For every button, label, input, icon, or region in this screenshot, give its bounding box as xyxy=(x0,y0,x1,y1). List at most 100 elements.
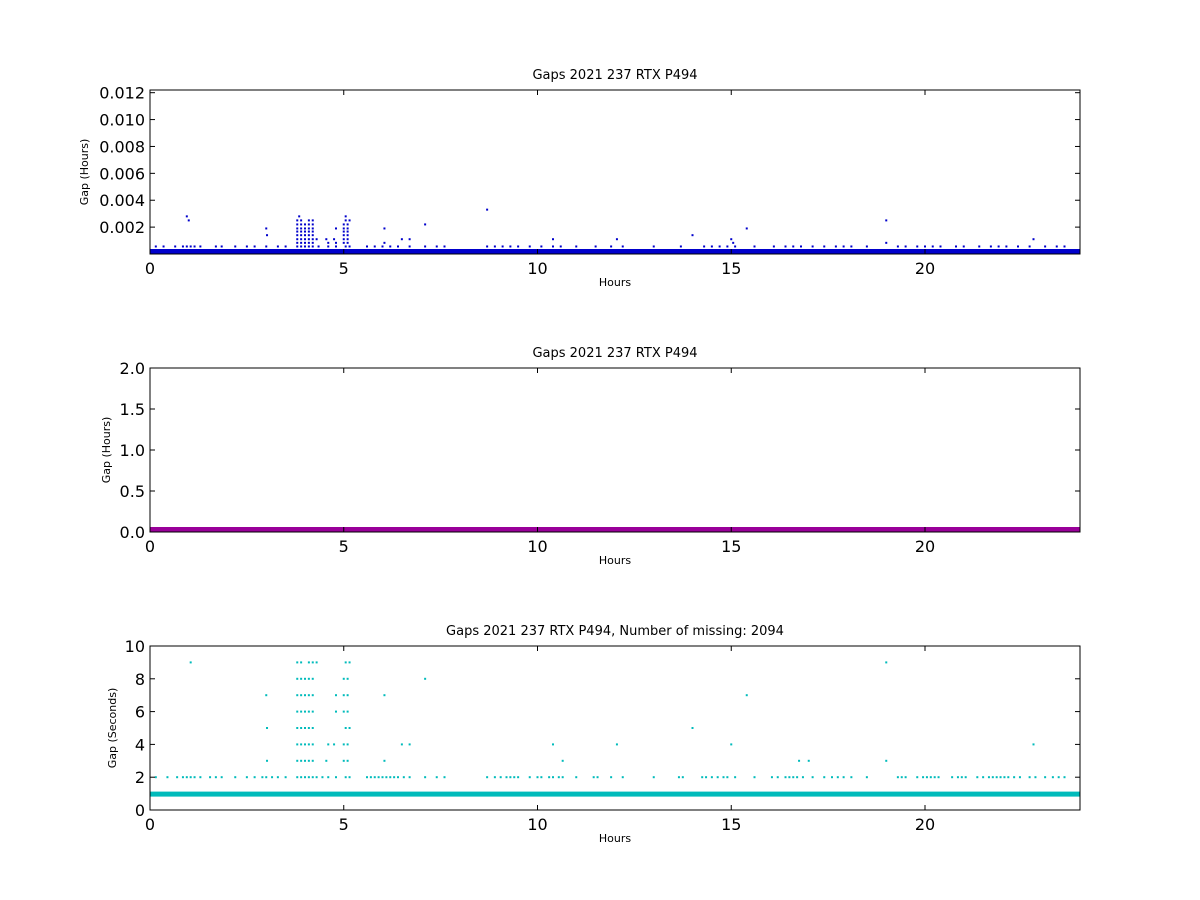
data-point xyxy=(710,245,713,248)
data-point xyxy=(300,661,303,664)
data-point xyxy=(424,776,427,779)
data-point xyxy=(325,238,328,241)
data-point xyxy=(691,234,694,237)
data-point xyxy=(865,245,868,248)
x-tick-label: 5 xyxy=(339,259,349,278)
data-point xyxy=(307,661,310,664)
data-point xyxy=(997,245,1000,248)
data-point xyxy=(307,223,310,226)
data-point xyxy=(681,776,684,779)
data-point xyxy=(342,223,345,226)
data-point xyxy=(929,776,932,779)
data-point xyxy=(732,241,735,244)
data-point xyxy=(734,245,737,248)
data-point xyxy=(304,245,306,248)
data-point xyxy=(730,743,733,746)
data-point xyxy=(798,759,801,762)
data-point xyxy=(245,776,248,779)
data-point xyxy=(1013,776,1016,779)
data-point xyxy=(594,245,597,248)
data-point xyxy=(540,776,543,779)
data-point xyxy=(517,245,520,248)
data-point xyxy=(304,743,306,746)
x-axis-label: Hours xyxy=(599,554,631,567)
data-point xyxy=(214,245,217,248)
data-point xyxy=(718,245,721,248)
y-axis-label: Gap (Hours) xyxy=(100,417,113,484)
data-point xyxy=(381,245,384,248)
data-point xyxy=(348,776,351,779)
x-tick-label: 15 xyxy=(721,537,741,556)
data-point xyxy=(540,245,543,248)
data-point xyxy=(1017,245,1019,248)
data-point xyxy=(344,727,347,729)
data-point xyxy=(181,245,184,248)
data-point xyxy=(199,776,202,779)
chart-panel-1: 0 5 10 15 20 0.002 0.004 0.006 0.008 0.010 0.012 Ga… xyxy=(78,68,1081,289)
data-point xyxy=(296,234,299,237)
x-tick-label: 10 xyxy=(527,815,547,834)
data-point xyxy=(389,245,392,248)
data-point xyxy=(834,245,837,248)
data-point xyxy=(836,776,839,779)
data-point xyxy=(185,776,188,779)
data-point xyxy=(342,238,345,241)
data-point xyxy=(561,776,564,779)
data-point xyxy=(344,215,347,218)
data-point xyxy=(307,230,310,233)
x-tick-label: 20 xyxy=(915,815,935,834)
data-point xyxy=(300,743,303,746)
data-point xyxy=(885,661,888,664)
chart-title: Gaps 2021 237 RTX P494, Number of missin… xyxy=(446,624,784,639)
data-point xyxy=(307,743,310,746)
data-point xyxy=(896,245,899,248)
data-point xyxy=(304,694,306,697)
data-point xyxy=(335,710,337,713)
data-point xyxy=(964,776,967,779)
data-point xyxy=(296,759,299,762)
data-point xyxy=(904,245,907,248)
data-point xyxy=(307,759,310,762)
data-point xyxy=(342,694,345,697)
data-point xyxy=(1005,245,1008,248)
data-point xyxy=(307,677,310,680)
data-point xyxy=(307,710,310,713)
data-point xyxy=(548,776,551,779)
data-point xyxy=(904,776,907,779)
data-point xyxy=(621,776,624,779)
data-point xyxy=(307,694,310,697)
y-tick-label: 0.004 xyxy=(99,191,145,210)
data-point xyxy=(296,219,299,222)
data-point xyxy=(300,710,303,713)
data-point xyxy=(1032,238,1035,241)
data-point xyxy=(284,776,287,779)
data-point xyxy=(193,776,196,779)
data-point xyxy=(300,727,303,729)
data-point xyxy=(1063,776,1066,779)
data-point xyxy=(621,245,624,248)
y-tick-label: 0.010 xyxy=(99,111,145,130)
data-point xyxy=(366,245,368,248)
data-point xyxy=(187,219,190,222)
data-point xyxy=(701,776,704,779)
data-point xyxy=(304,238,306,241)
data-point xyxy=(726,245,729,248)
y-tick-label: 0.006 xyxy=(99,164,145,183)
data-point xyxy=(348,727,351,729)
data-point xyxy=(265,694,268,697)
data-point xyxy=(311,677,314,680)
data-point xyxy=(276,245,279,248)
x-tick-label: 0 xyxy=(145,815,155,834)
data-point xyxy=(296,223,299,226)
y-tick-label: 0.0 xyxy=(120,523,145,542)
data-point xyxy=(346,710,349,713)
data-point xyxy=(311,743,314,746)
data-point xyxy=(234,245,237,248)
data-point xyxy=(300,230,303,233)
data-point xyxy=(327,743,330,746)
y-tick-label: 10 xyxy=(125,637,145,656)
data-point xyxy=(381,776,384,779)
data-point xyxy=(304,677,306,680)
data-point xyxy=(296,245,299,248)
data-point xyxy=(493,245,496,248)
